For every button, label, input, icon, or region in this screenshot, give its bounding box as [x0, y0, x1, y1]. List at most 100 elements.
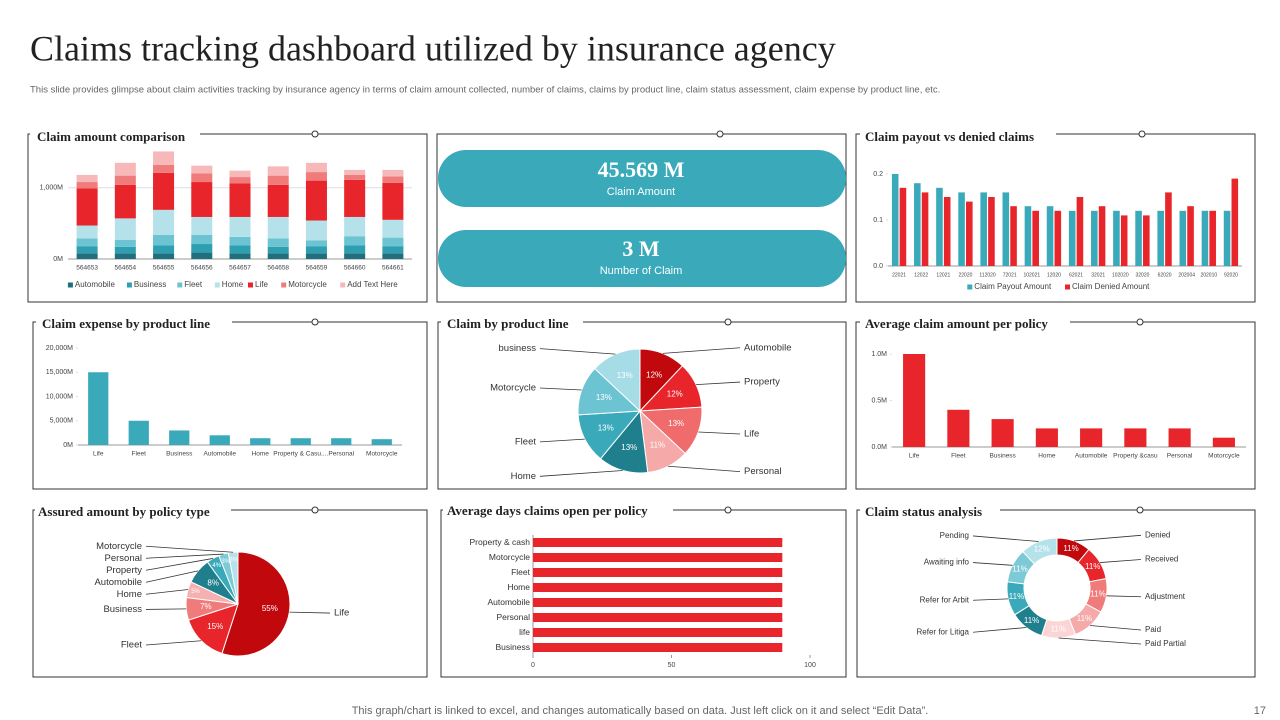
- bar: [76, 174, 98, 183]
- bar: [936, 187, 943, 266]
- kpi-card: [438, 150, 846, 207]
- x-tick-label: 12020: [1047, 272, 1061, 278]
- leader-line: [972, 562, 1013, 566]
- slice-name-label: Automobile: [744, 342, 792, 353]
- bar: [169, 430, 190, 445]
- x-tick-label: Personal: [328, 451, 354, 458]
- x-tick-label: Fleet: [951, 453, 966, 460]
- slice-value-label: 15%: [207, 622, 223, 631]
- panel-frame: [437, 321, 847, 490]
- x-tick-label: Business: [989, 453, 1016, 460]
- title-bg: [860, 316, 1070, 334]
- bar: [382, 176, 404, 183]
- bar: [229, 170, 251, 178]
- legend-label: Life: [255, 280, 268, 289]
- slice-value-label: 11%: [1012, 564, 1027, 573]
- x-tick-label: 100: [804, 662, 816, 669]
- legend-swatch: [340, 282, 346, 288]
- leader-line: [289, 611, 331, 614]
- bar: [76, 238, 98, 247]
- panel-dot: [311, 130, 319, 138]
- bar: [76, 182, 98, 189]
- panel-frame: [27, 133, 428, 303]
- leader-line: [668, 465, 741, 472]
- slice-name-label: Life: [744, 429, 759, 440]
- panel-dot: [724, 318, 732, 326]
- slice-value-label: 7%: [200, 602, 212, 611]
- legend-label: Fleet: [184, 280, 203, 289]
- y-tick-label: 0.1: [873, 217, 883, 224]
- y-tick-label: 0.2: [873, 171, 883, 178]
- slice-value-label: 3%: [230, 558, 239, 564]
- slice-name-label: Property: [744, 377, 780, 388]
- x-tick-label: Motorcycle: [1208, 453, 1240, 460]
- legend-swatch: [281, 282, 287, 288]
- leader-line: [972, 598, 1009, 601]
- slice-value-label: 11%: [1009, 592, 1024, 601]
- x-tick-label: 92020: [1224, 272, 1238, 278]
- bar: [305, 246, 327, 254]
- panel-title: Average claim amount per policy: [865, 316, 1048, 331]
- y-tick-label: 1,000M: [40, 185, 64, 192]
- y-tick-label: 5,000M: [50, 418, 74, 425]
- bar: [1120, 215, 1128, 266]
- panel-title: Claim amount comparison: [37, 129, 186, 144]
- bar: [305, 172, 327, 181]
- bar: [1068, 210, 1076, 266]
- x-tick-label: Automobile: [203, 451, 236, 458]
- x-tick-label: 72021: [1003, 272, 1017, 278]
- x-tick-label: 202004: [1178, 272, 1195, 278]
- x-tick-label: 50: [668, 662, 676, 669]
- x-tick-label: 564660: [344, 265, 366, 272]
- bar: [382, 169, 404, 177]
- bar: [980, 192, 987, 266]
- bar: [1046, 206, 1054, 266]
- bar: [153, 209, 175, 235]
- y-tick-label: 10,000M: [46, 393, 73, 400]
- bar: [533, 598, 783, 607]
- bar: [114, 162, 136, 176]
- bar: [533, 613, 783, 622]
- slice-value-label: 11%: [1024, 616, 1039, 625]
- bar: [344, 179, 366, 217]
- leader-line: [145, 589, 189, 595]
- slice-name-label: Pending: [940, 531, 969, 540]
- y-tick-label: 0.0: [873, 263, 883, 270]
- slice-name-label: Personal: [105, 553, 143, 564]
- bar: [1076, 197, 1084, 266]
- slice-name-label: Business: [103, 604, 142, 615]
- bar: [229, 253, 251, 259]
- slice-value-label: 13%: [617, 371, 633, 380]
- leader-line: [145, 545, 234, 553]
- bar: [1080, 428, 1103, 447]
- page-title: Claims tracking dashboard utilized by in…: [30, 28, 836, 68]
- bar: [76, 225, 98, 239]
- x-tick-label: 102021: [1023, 272, 1040, 278]
- x-tick-label: Property & Casu....: [273, 451, 328, 458]
- x-tick-label: Property &casu: [1113, 453, 1158, 460]
- bar: [1035, 428, 1058, 447]
- bar: [1143, 215, 1150, 266]
- bar: [1024, 206, 1032, 266]
- slice-name-label: Denied: [1145, 530, 1170, 539]
- bar: [209, 435, 230, 445]
- bar: [229, 216, 251, 237]
- slice-value-label: 12%: [1034, 545, 1050, 554]
- bar: [1098, 206, 1106, 266]
- bar: [305, 162, 327, 173]
- slice-value-label: 13%: [621, 443, 637, 452]
- bar: [114, 253, 136, 259]
- bar: [114, 239, 136, 247]
- bar: [533, 538, 783, 547]
- legend-swatch: [126, 282, 132, 288]
- bar: [229, 183, 251, 217]
- panel-dot: [1136, 506, 1144, 514]
- slice-name-label: Motorcycle: [96, 541, 142, 552]
- bar: [914, 183, 921, 266]
- bar: [114, 184, 136, 219]
- panel-dot: [311, 506, 319, 514]
- bar: [947, 409, 970, 447]
- y-tick-label: 0M: [63, 442, 73, 449]
- legend-label: Claim Payout Amount: [974, 282, 1052, 291]
